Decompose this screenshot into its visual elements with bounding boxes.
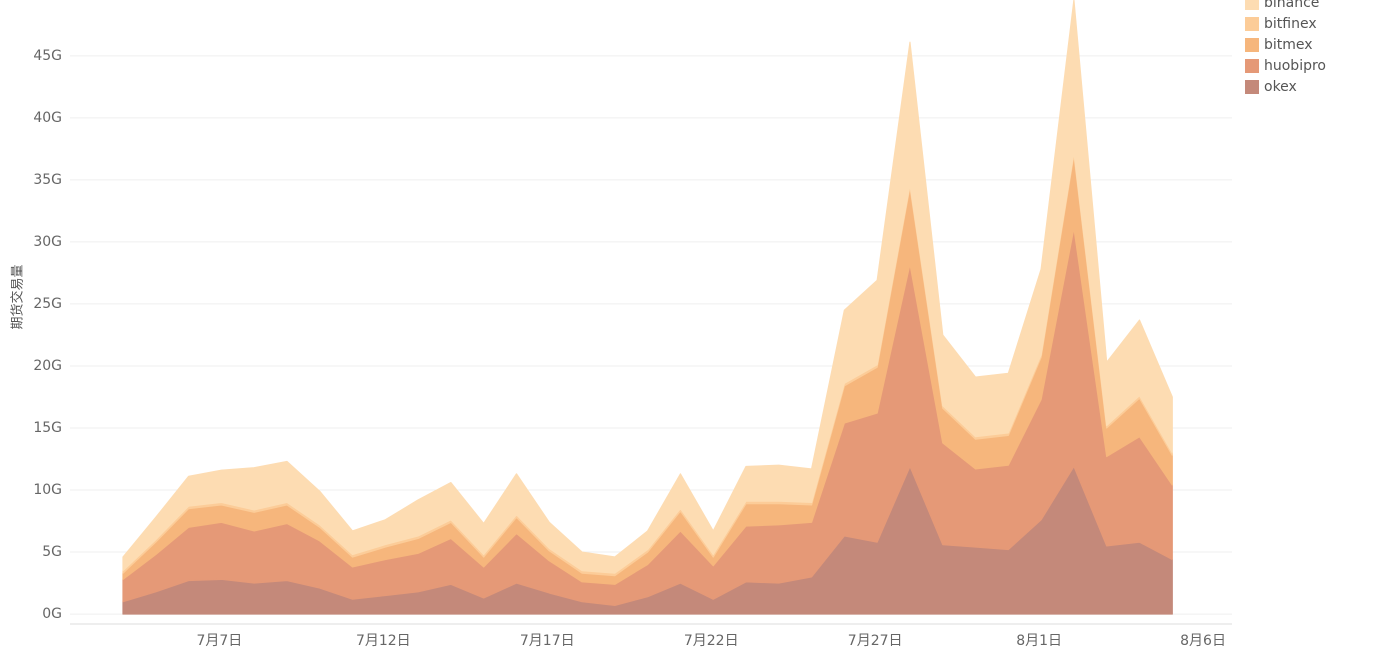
x-tick-label: 7月7日 (196, 633, 242, 649)
y-tick-label: 20G (33, 358, 62, 374)
x-tick-label: 7月22日 (684, 633, 739, 649)
y-tick-label: 40G (33, 110, 62, 126)
legend-swatch (1245, 59, 1259, 73)
area (122, 0, 1173, 574)
x-tick-label: 7月17日 (520, 633, 575, 649)
legend-swatch (1245, 17, 1259, 31)
x-tick-label: 8月1日 (1016, 633, 1062, 649)
legend-swatch (1245, 38, 1259, 52)
y-tick-label: 0G (42, 606, 62, 622)
y-axis-label: 期货交易量 (10, 264, 26, 329)
x-tick-label: 7月12日 (356, 633, 411, 649)
y-tick-label: 25G (33, 296, 62, 312)
legend-label: bitmex (1264, 37, 1313, 53)
legend-label: okex (1264, 79, 1297, 95)
x-tick-label: 7月27日 (848, 633, 903, 649)
legend-label: binance (1264, 0, 1319, 11)
y-tick-label: 10G (33, 482, 62, 498)
legend-swatch (1245, 0, 1259, 10)
y-tick-label: 45G (33, 48, 62, 64)
x-tick-label: 8月6日 (1180, 633, 1226, 649)
y-tick-label: 35G (33, 172, 62, 188)
legend-label: bitfinex (1264, 16, 1317, 32)
legend-label: huobipro (1264, 58, 1326, 74)
y-tick-label: 15G (33, 420, 62, 436)
y-tick-label: 5G (42, 544, 62, 560)
legend-swatch (1245, 80, 1259, 94)
y-tick-label: 30G (33, 234, 62, 250)
